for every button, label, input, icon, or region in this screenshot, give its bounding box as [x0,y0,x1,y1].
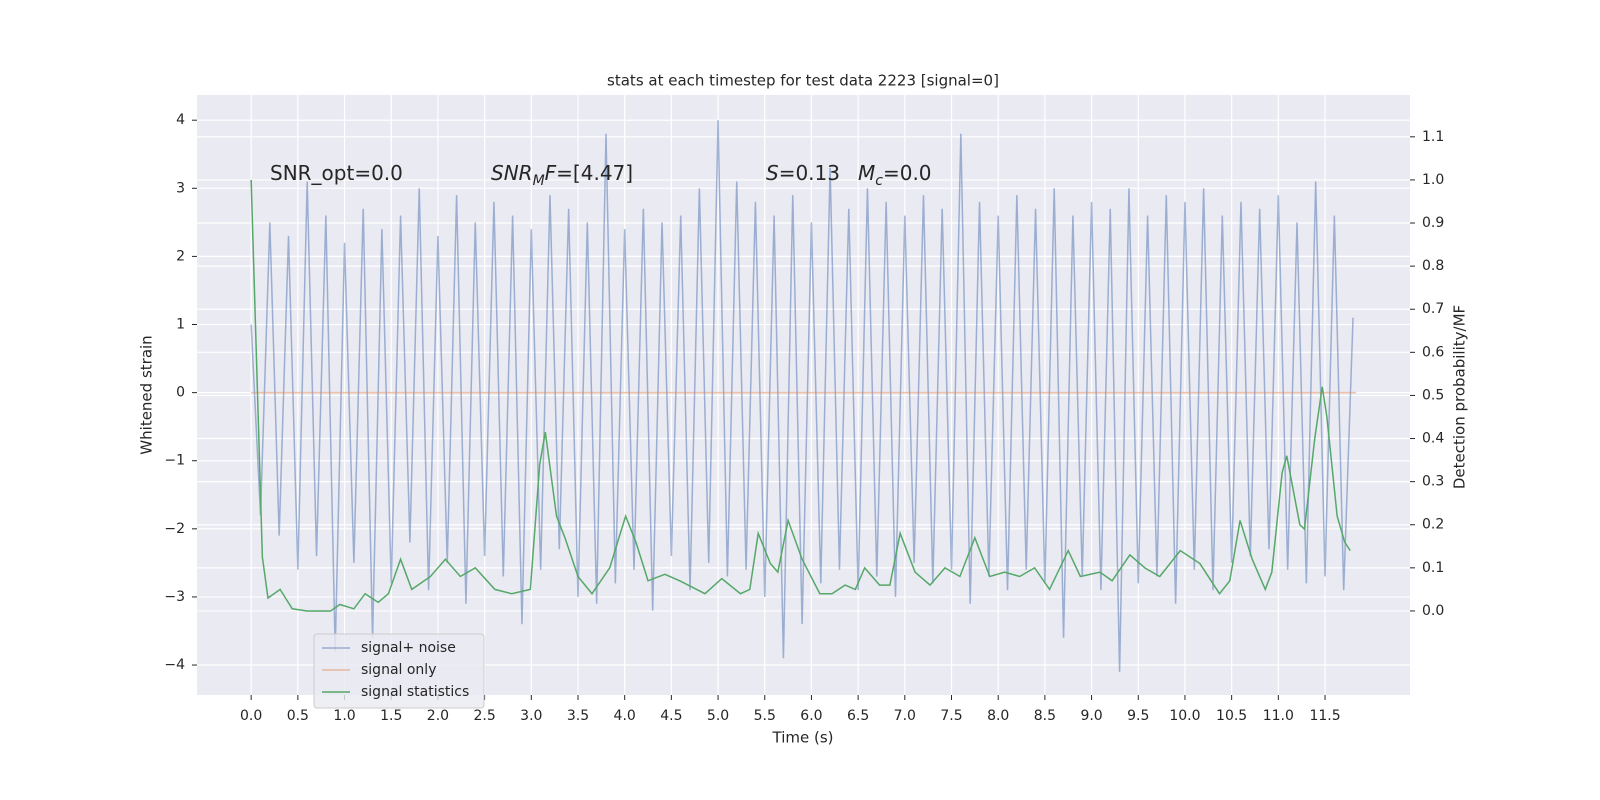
legend-label: signal only [361,662,436,678]
annotation-part: =0.0 [883,161,932,185]
y-axis-label: Whitened strain [138,335,156,454]
y2-tick-label: 0.5 [1422,387,1444,403]
annotation-part: M [533,173,545,189]
y-tick-label: 0 [176,385,185,401]
x-tick-label: 6.5 [847,708,869,724]
y2-tick-label: 0.7 [1422,301,1444,317]
series-line [250,179,1351,612]
legend-label: signal+ noise [361,640,456,656]
y2-tick-label: 0.0 [1422,603,1444,619]
grid [197,95,1410,695]
x-tick-label: 5.0 [707,708,729,724]
y-tick-label: 4 [176,112,185,128]
y-tick-label: 1 [176,317,185,333]
x-tick-label: 10.0 [1169,708,1200,724]
y2-tick-label: 0.8 [1422,258,1444,274]
x-tick-label: 3.5 [567,708,589,724]
ticks: 0.0 0.5 1.0 1.5 2.0 2.5 3.0 3.5 4.0 4.5 5.0 5.5 6.0 6… [164,112,1444,724]
x-tick-label: 7.0 [894,708,916,724]
y-tick-label: 3 [176,180,185,196]
x-tick-label: 8.0 [987,708,1009,724]
x-tick-label: 1.0 [333,708,355,724]
annotation-part: S [766,161,779,185]
x-tick-label: 2.5 [473,708,495,724]
x-tick-label: 4.5 [660,708,682,724]
x-tick-label: 8.5 [1034,708,1056,724]
series-line [250,120,1354,672]
annotation-part: =0.13 [779,161,840,185]
y2-axis-label: Detection probability/MF [1451,305,1469,489]
x-tick-label: 10.5 [1216,708,1247,724]
x-tick-label: 4.0 [614,708,636,724]
annotation-part: SNR [491,161,533,185]
annotation: Mc=0.0 [858,161,932,189]
x-tick-label: 9.0 [1080,708,1102,724]
legend-label: signal statistics [361,684,469,700]
x-tick-label: 3.0 [520,708,542,724]
x-tick-label: 2.0 [427,708,449,724]
legend-box [313,633,485,709]
annotation-part: c [875,173,883,189]
y-tick-label: −4 [164,657,185,673]
y2-tick-label: 1.1 [1422,129,1444,145]
x-tick-label: 0.5 [287,708,309,724]
x-tick-label: 1.5 [380,708,402,724]
legend: signal+ noise signal only signal statistic… [313,633,485,709]
y2-tick-label: 0.2 [1422,517,1444,533]
y-tick-label: 2 [176,248,185,264]
y2-tick-label: 1.0 [1422,172,1444,188]
x-tick-label: 7.5 [940,708,962,724]
y-tick-label: −3 [164,589,185,605]
y2-tick-label: 0.3 [1422,474,1444,490]
y2-tick-label: 0.4 [1422,431,1444,447]
x-tick-label: 6.0 [800,708,822,724]
annotation-part: F [545,161,557,185]
annotation-part: =[4.47] [556,161,633,185]
x-axis-label: Time (s) [772,729,834,747]
annotation: SNRMF=[4.47] [491,161,633,189]
y2-tick-label: 0.1 [1422,560,1444,576]
annotation-part: M [858,161,875,185]
y2-tick-label: 0.6 [1422,344,1444,360]
y2-tick-label: 0.9 [1422,215,1444,231]
marks [250,120,1356,672]
x-tick-label: 11.0 [1263,708,1294,724]
x-tick-label: 9.5 [1127,708,1149,724]
y-tick-label: −2 [164,521,185,537]
x-tick-label: 5.5 [754,708,776,724]
chart-title: stats at each timestep for test data 222… [607,72,999,90]
x-tick-label: 11.5 [1309,708,1340,724]
y-tick-label: −1 [164,453,185,469]
annotation: SNR_opt=0.0 [270,161,403,185]
annotation: S=0.13 [766,161,840,185]
x-tick-label: 0.0 [240,708,262,724]
